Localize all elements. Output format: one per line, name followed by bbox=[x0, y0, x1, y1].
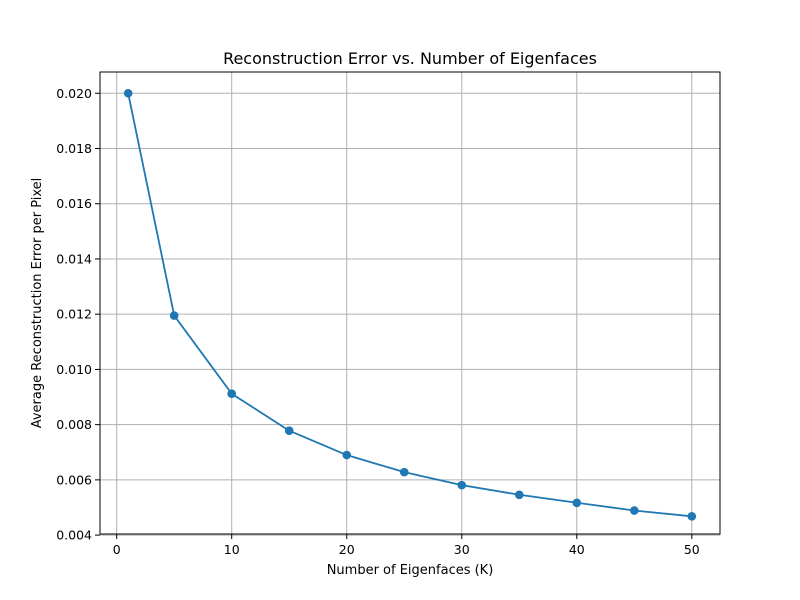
y-tick-label: 0.014 bbox=[56, 251, 92, 266]
y-tick-label: 0.012 bbox=[56, 307, 92, 322]
y-tick-label: 0.016 bbox=[56, 196, 92, 211]
data-point bbox=[169, 311, 179, 320]
x-axis-label: Number of Eigenfaces (K) bbox=[327, 563, 494, 578]
y-tick-label: 0.004 bbox=[56, 528, 92, 543]
data-point bbox=[284, 426, 294, 436]
data-point bbox=[572, 498, 582, 508]
axis-ticks: 0 10 20 30 40 50 0.004 0.006 0.008 0.010 0.012 0.01… bbox=[56, 86, 700, 557]
x-tick-label: 50 bbox=[684, 542, 700, 557]
y-tick-label: 0.008 bbox=[56, 417, 92, 432]
data-point bbox=[399, 467, 409, 477]
y-tick-label: 0.020 bbox=[56, 86, 92, 101]
grid-lines bbox=[100, 72, 720, 536]
y-axis-label: Average Reconstruction Error per Pixel bbox=[30, 178, 45, 429]
chart-title: Reconstruction Error vs. Number of Eigen… bbox=[223, 49, 597, 68]
data-point bbox=[514, 490, 524, 500]
y-tick-label: 0.018 bbox=[56, 141, 92, 156]
data-point bbox=[687, 512, 697, 521]
series-layer bbox=[123, 88, 697, 521]
data-point bbox=[123, 88, 133, 98]
x-tick-label: 10 bbox=[224, 542, 240, 557]
plot-frame bbox=[99, 71, 721, 535]
plot-area bbox=[100, 72, 720, 534]
x-tick-label: 0 bbox=[113, 542, 121, 557]
data-point bbox=[457, 480, 467, 490]
y-tick-label: 0.006 bbox=[56, 472, 92, 487]
x-tick-label: 20 bbox=[339, 542, 355, 557]
x-tick-label: 40 bbox=[569, 542, 585, 557]
y-tick-label: 0.010 bbox=[56, 362, 92, 377]
data-point bbox=[630, 506, 639, 515]
x-tick-label: 30 bbox=[454, 542, 470, 557]
data-point bbox=[227, 389, 237, 399]
data-point bbox=[342, 450, 352, 460]
